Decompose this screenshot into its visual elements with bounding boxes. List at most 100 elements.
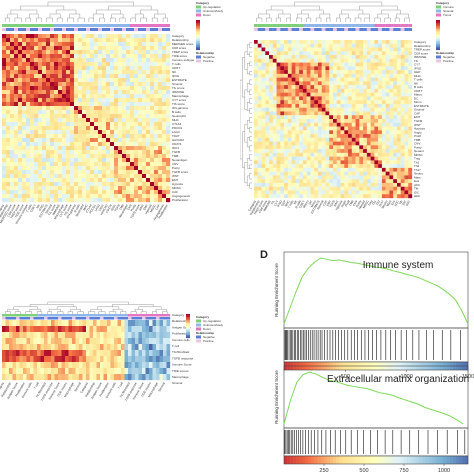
heatmap-b-cell (291, 55, 296, 59)
heatmap-a-cell (106, 198, 111, 203)
heatmap-b-cell (333, 119, 337, 123)
heatmap-a-cell (18, 50, 23, 55)
heatmap-a-cell (74, 114, 79, 119)
heatmap-c-cell (58, 356, 62, 363)
heatmap-c-cell (103, 350, 108, 357)
heatmap-b-row-label: Treg (414, 157, 420, 161)
heatmap-c-cell (152, 320, 157, 327)
heatmap-a-cell (54, 174, 59, 179)
heatmap-a-cell (118, 98, 123, 103)
heatmap-a-cell (162, 70, 167, 75)
heatmap-b-cell (269, 145, 273, 150)
heatmap-b-cell (276, 171, 281, 176)
heatmap-b-cell (408, 107, 413, 112)
heatmap-b-cell (265, 194, 270, 199)
heatmap-a-cell (34, 162, 39, 167)
heatmap-a-cell (22, 78, 27, 83)
heatmap-b-cell (370, 175, 375, 180)
heatmap-a-cell (18, 182, 23, 187)
heatmap-c-cell (51, 338, 55, 345)
heatmap-b-cell (359, 179, 364, 184)
heatmap-a-cell (18, 78, 23, 83)
heatmap-c-cell (131, 320, 136, 327)
heatmap-a-cell (74, 186, 79, 191)
heatmap-a-cell (146, 186, 151, 191)
heatmap-a-cell (26, 126, 31, 131)
heatmap-b-cell (272, 111, 277, 116)
heatmap-c-cell (30, 344, 34, 351)
heatmap-b-cell (291, 47, 296, 52)
heatmap-a-cell (142, 198, 147, 203)
heatmap-a-cell (2, 158, 7, 163)
heatmap-a-cell (90, 102, 95, 107)
heatmap-b-cell (291, 77, 296, 82)
heatmap-b-cell (299, 70, 304, 75)
heatmap-b-cell (295, 119, 300, 123)
heatmap-b-cell (408, 66, 413, 71)
gsea-ecm-rank-bar (400, 456, 404, 464)
heatmap-b-cell (310, 186, 315, 191)
heatmap-b-cell (257, 81, 262, 86)
heatmap-a-cell (42, 78, 47, 83)
heatmap-c-cell (138, 332, 143, 339)
heatmap-a-cell (90, 98, 95, 103)
heatmap-a-cell (34, 170, 39, 175)
heatmap-b-cell (333, 179, 337, 184)
heatmap-a-cell (26, 66, 31, 71)
heatmap-b-cell (302, 55, 307, 59)
heatmap-b-cell (366, 141, 371, 146)
heatmap-c-cell (61, 368, 66, 375)
heatmap-b-cell (385, 171, 390, 176)
heatmap-b-cell (348, 194, 352, 199)
heatmap-b-col-label: Eos (390, 199, 396, 206)
heatmap-a-cell (18, 166, 23, 171)
heatmap-a-cell (54, 114, 59, 119)
heatmap-b-cell (295, 85, 300, 90)
heatmap-b-cell (400, 58, 405, 63)
heatmap-a-cell (130, 158, 135, 163)
heatmap-a-cell (38, 50, 43, 55)
heatmap-b-cell (393, 137, 398, 142)
heatmap-b-cell (284, 130, 289, 135)
heatmap-b-cell (404, 66, 409, 71)
heatmap-b-cell (336, 141, 341, 146)
heatmap-c-cell (33, 362, 38, 369)
heatmap-b-cell (408, 47, 413, 52)
heatmap-b-cell (366, 62, 371, 67)
heatmap-a-cell (90, 38, 95, 43)
heatmap-b-cell (336, 145, 341, 150)
heatmap-a-cell (166, 134, 171, 139)
heatmap-a-cell (78, 138, 83, 143)
heatmap-a-cell (18, 190, 23, 195)
heatmap-a-cell (30, 126, 35, 131)
heatmap-b-cell (381, 66, 386, 71)
heatmap-a-cell (142, 186, 147, 191)
heatmap-b-cell (269, 81, 273, 86)
heatmap-a-cell (118, 118, 123, 123)
heatmap-a-cell (130, 34, 135, 39)
heatmap-b-cell (340, 115, 345, 120)
heatmap-a-cell (62, 170, 67, 175)
heatmap-a-cell (162, 106, 167, 111)
heatmap-a-cell (82, 38, 87, 43)
heatmap-b-cell (340, 43, 345, 48)
heatmap-b-cell (276, 115, 281, 120)
heatmap-b-cell (265, 119, 270, 123)
heatmap-c-cell (142, 320, 146, 327)
gsea-ecm-rank-bar (434, 456, 438, 464)
heatmap-c-cell (47, 326, 52, 333)
heatmap-a-cell (34, 78, 39, 83)
heatmap-a-cell (34, 94, 39, 99)
heatmap-a-col-label: TMB (118, 204, 125, 211)
heatmap-b-cell (374, 190, 379, 195)
heatmap-c-cell (107, 320, 111, 327)
heatmap-b-cell (321, 190, 326, 195)
heatmap-a-cell (150, 170, 155, 175)
heatmap-b-cell (344, 167, 349, 172)
heatmap-a-cell (22, 70, 27, 75)
heatmap-b-cell (287, 85, 292, 90)
heatmap-b-col-label: Th17 (378, 199, 385, 207)
heatmap-c-cell (19, 362, 24, 369)
heatmap-a-cell (154, 38, 159, 43)
